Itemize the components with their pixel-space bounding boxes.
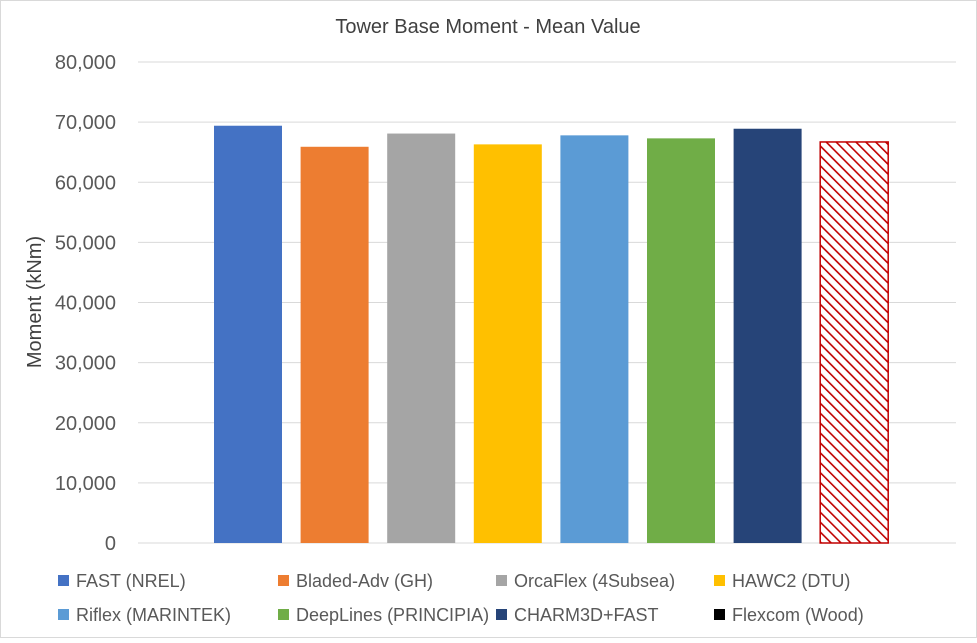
y-tick-label: 40,000 (55, 293, 116, 315)
bar (300, 146, 369, 543)
legend-swatch (278, 609, 289, 620)
legend-label: HAWC2 (DTU) (732, 571, 850, 591)
bar (560, 135, 629, 544)
y-tick-label: 30,000 (55, 353, 116, 375)
legend: FAST (NREL) Bladed-Adv (GH) OrcaFlex (4Sub… (58, 571, 864, 625)
y-axis-label: Moment (kNm) (24, 236, 46, 368)
bar (214, 125, 282, 544)
legend-label: Riflex (MARINTEK) (76, 605, 231, 625)
legend-label: FAST (NREL) (76, 571, 186, 591)
bar (387, 133, 456, 543)
legend-swatch (496, 575, 507, 586)
y-tick-label: 20,000 (55, 413, 116, 435)
legend-swatch (496, 609, 507, 620)
legend-label: DeepLines (PRINCIPIA) (296, 605, 489, 625)
bar (733, 128, 802, 543)
y-tick-label: 50,000 (55, 232, 116, 254)
bar (473, 144, 542, 543)
legend-label: Bladed-Adv (GH) (296, 571, 433, 591)
bars (214, 125, 889, 544)
chart-title: Tower Base Moment - Mean Value (335, 16, 640, 38)
legend-label: OrcaFlex (4Subsea) (514, 571, 675, 591)
y-tick-label: 70,000 (55, 112, 116, 134)
bar (819, 141, 889, 544)
legend-swatch (278, 575, 289, 586)
legend-label: CHARM3D+FAST (514, 605, 659, 625)
bar (647, 138, 715, 543)
y-tick-label: 60,000 (55, 172, 116, 194)
legend-swatch (714, 609, 725, 620)
y-tick-label: 10,000 (55, 473, 116, 495)
legend-swatch (714, 575, 725, 586)
y-tick-labels: 0 10,000 20,000 30,000 40,000 50,000 60,000 70,… (55, 52, 116, 555)
y-tick-label: 0 (105, 533, 116, 555)
legend-swatch (58, 609, 69, 620)
legend-swatch (58, 575, 69, 586)
legend-label: Flexcom (Wood) (732, 605, 864, 625)
y-tick-label: 80,000 (55, 52, 116, 74)
